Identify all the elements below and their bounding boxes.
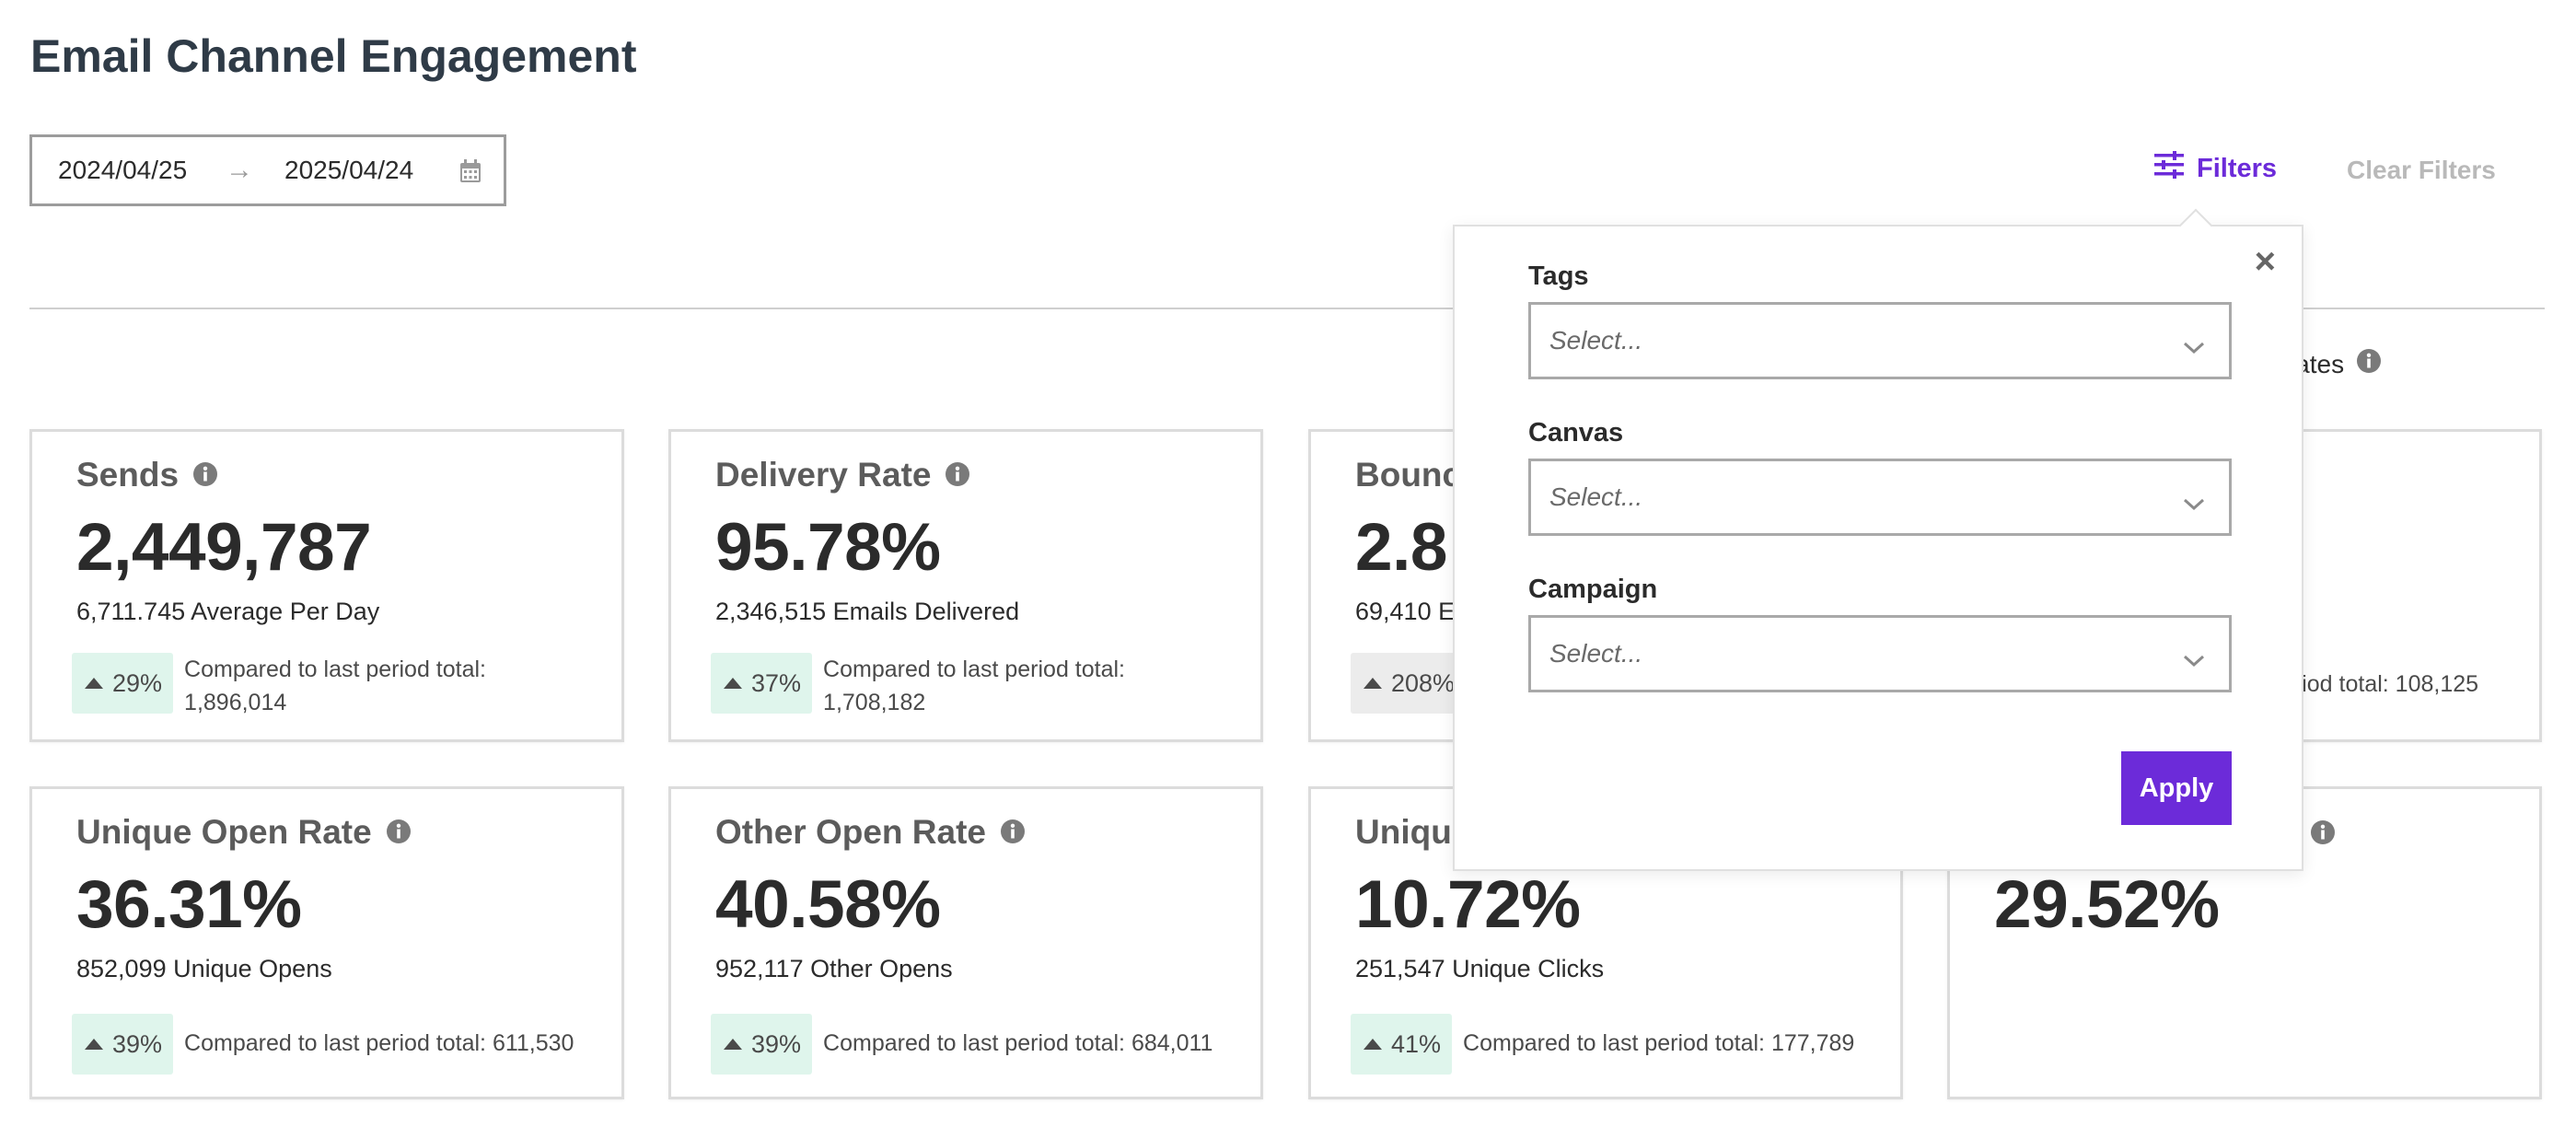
- card-value: 29.52%: [1994, 867, 2220, 942]
- info-icon[interactable]: [193, 456, 218, 494]
- comparison-text: Compared to last period total: 177,789: [1463, 1030, 1855, 1056]
- card-comparison: 37% Compared to last period total: 1,708…: [711, 653, 1210, 719]
- card-title: Bounc: [1355, 456, 1461, 494]
- card-title: Sends: [76, 456, 218, 494]
- change-badge: 41%: [1351, 1014, 1453, 1075]
- metric-card-unique-open-rate: Unique Open Rate 36.31% 852,099 Unique O…: [29, 786, 624, 1099]
- sliders-icon: [2154, 151, 2184, 186]
- filters-button[interactable]: Filters: [2154, 151, 2277, 186]
- canvas-select[interactable]: Select...: [1528, 459, 2232, 536]
- card-comparison: 208%: [1351, 653, 1467, 714]
- change-badge: 29%: [72, 653, 174, 714]
- change-badge: 208%: [1351, 653, 1467, 714]
- info-icon[interactable]: [386, 813, 411, 852]
- info-icon[interactable]: [2311, 820, 2335, 849]
- calendar-icon[interactable]: [459, 159, 482, 190]
- card-value: 95.78%: [715, 510, 941, 585]
- apply-button[interactable]: Apply: [2121, 751, 2232, 825]
- triangle-up-icon: [724, 678, 742, 689]
- change-value: 39%: [751, 1029, 802, 1058]
- card-subtitle: 952,117 Other Opens: [715, 955, 953, 982]
- info-icon[interactable]: [1001, 813, 1025, 852]
- chevron-down-icon: [2183, 489, 2205, 518]
- metric-card-other-open-rate: Other Open Rate 40.58% 952,117 Other Ope…: [668, 786, 1263, 1099]
- comparison-text: Compared to last period total: 611,530: [184, 1030, 574, 1056]
- triangle-up-icon: [85, 1039, 103, 1050]
- change-badge: 39%: [72, 1014, 174, 1075]
- page-title: Email Channel Engagement: [30, 30, 637, 82]
- card-comparison: 41% Compared to last period total: 177,7…: [1351, 1014, 1854, 1075]
- card-title: Unique Open Rate: [76, 813, 411, 852]
- card-subtitle: 251,547 Unique Clicks: [1355, 955, 1605, 982]
- card-value: 40.58%: [715, 867, 941, 942]
- change-badge: 37%: [711, 653, 813, 714]
- change-value: 29%: [112, 668, 163, 697]
- campaign-placeholder: Select...: [1549, 639, 1643, 668]
- comparison-value: 1,896,014: [184, 690, 287, 715]
- tags-select[interactable]: Select...: [1528, 302, 2232, 379]
- comparison-text: Compared to last period total: 1,708,182: [823, 653, 1210, 719]
- end-date[interactable]: 2025/04/24: [284, 156, 414, 184]
- change-badge: 39%: [711, 1014, 813, 1075]
- change-value: 37%: [751, 668, 802, 697]
- card-comparison: 39% Compared to last period total: 684,0…: [711, 1014, 1213, 1075]
- divider: [29, 308, 2545, 309]
- card-title: Other Open Rate: [715, 813, 1025, 852]
- close-icon[interactable]: ×: [2254, 241, 2276, 282]
- popover-caret: [2178, 208, 2213, 243]
- card-title-text: Sends: [76, 456, 180, 494]
- canvas-label: Canvas: [1528, 418, 1624, 447]
- card-comparison: 39% Compared to last period total: 611,5…: [72, 1014, 574, 1075]
- date-range-picker[interactable]: 2024/04/25 → 2025/04/24: [29, 134, 506, 206]
- comparison-label: Compared to last period total:: [184, 656, 487, 682]
- info-icon[interactable]: [946, 456, 970, 494]
- comparison-text: Compared to last period total: 684,011: [823, 1030, 1213, 1056]
- card-value: 36.31%: [76, 867, 302, 942]
- card-title-text: Bounc: [1355, 456, 1462, 494]
- card-value: 10.72%: [1355, 867, 1581, 942]
- card-subtitle: 2,346,515 Emails Delivered: [715, 598, 1020, 625]
- canvas-placeholder: Select...: [1549, 482, 1643, 511]
- change-value: 208%: [1391, 668, 1456, 697]
- card-title-text: Delivery Rate: [715, 456, 932, 494]
- info-icon[interactable]: [2357, 349, 2382, 379]
- card-value: 2,449,787: [76, 510, 372, 585]
- tags-placeholder: Select...: [1549, 326, 1643, 354]
- card-subtitle: 69,410 En: [1355, 598, 1469, 625]
- card-title: Uniqu: [1355, 813, 1452, 852]
- filter-popover: × Tags Select... Canvas Select... Campai…: [1453, 208, 2303, 871]
- card-title: Delivery Rate: [715, 456, 970, 494]
- campaign-select[interactable]: Select...: [1528, 615, 2232, 692]
- card-comparison: 29% Compared to last period total: 1,896…: [72, 653, 571, 719]
- metric-card-sends: Sends 2,449,787 6,711.745 Average Per Da…: [29, 429, 624, 742]
- comparison-text: eriod total: 108,125: [2281, 671, 2479, 697]
- triangle-up-icon: [724, 1039, 742, 1050]
- change-value: 41%: [1391, 1029, 1442, 1058]
- card-title-text: Unique Open Rate: [76, 813, 372, 851]
- triangle-up-icon: [85, 678, 103, 689]
- card-subtitle: 6,711.745 Average Per Day: [76, 598, 380, 625]
- card-title-text: Uniqu: [1355, 813, 1452, 851]
- campaign-label: Campaign: [1528, 575, 1658, 604]
- filters-label: Filters: [2197, 153, 2278, 183]
- change-value: 39%: [112, 1029, 163, 1058]
- clear-filters-button[interactable]: Clear Filters: [2347, 156, 2496, 184]
- start-date[interactable]: 2024/04/25: [58, 156, 188, 184]
- comparison-label: Compared to last period total:: [823, 656, 1126, 682]
- comparison-text: Compared to last period total: 1,896,014: [184, 653, 571, 719]
- chevron-down-icon: [2183, 645, 2205, 675]
- chevron-down-icon: [2183, 332, 2205, 362]
- arrow-right-icon: →: [226, 155, 253, 185]
- comparison-value: 1,708,182: [823, 690, 926, 715]
- card-value: 2.8: [1355, 510, 1447, 585]
- triangle-up-icon: [1363, 1039, 1382, 1050]
- card-subtitle: 852,099 Unique Opens: [76, 955, 332, 982]
- triangle-up-icon: [1363, 678, 1382, 689]
- card-title-text: Other Open Rate: [715, 813, 986, 851]
- tags-label: Tags: [1528, 261, 1589, 291]
- metric-card-delivery-rate: Delivery Rate 95.78% 2,346,515 Emails De…: [668, 429, 1263, 742]
